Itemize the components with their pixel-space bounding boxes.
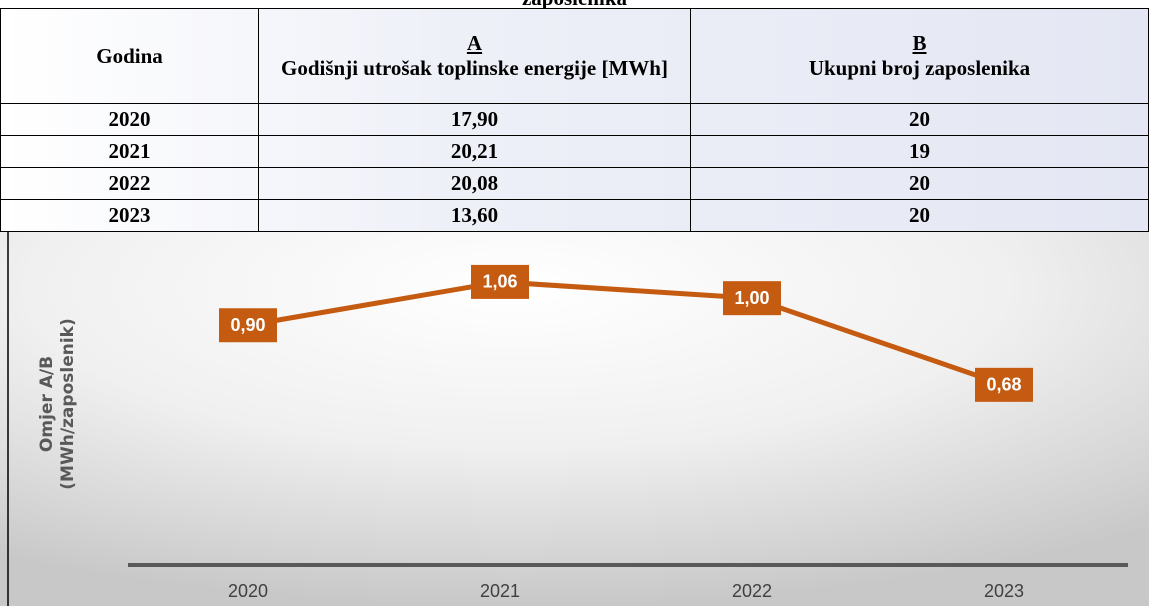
header-letter: B: [912, 31, 927, 55]
data-label-box: [723, 281, 781, 316]
caption: zaposlenika: [0, 0, 1149, 11]
data-label-box: [975, 367, 1033, 402]
table-cell: 19: [690, 135, 1149, 168]
header-letter: A: [466, 31, 483, 55]
y-axis-label-line: Omjer A/B: [37, 356, 57, 452]
table-row: 2023 13,60 20: [0, 199, 1149, 232]
header-cell: B Ukupni broj zaposlenika: [690, 8, 1149, 104]
data-table: Godina A Godišnji utrošak toplinske energ…: [0, 8, 1149, 232]
table-cell: 2023: [0, 199, 259, 232]
header-cell: Godina: [0, 8, 259, 104]
header-text: Godišnji utrošak toplinske energije [MWh…: [281, 56, 668, 80]
x-tick-label: 2020: [228, 581, 268, 601]
header-text: Ukupni broj zaposlenika: [808, 56, 1031, 80]
table-cell: 13,60: [258, 199, 691, 232]
data-label: 1,06: [482, 272, 517, 292]
table-cell: 20: [690, 167, 1149, 200]
data-label: 0,90: [230, 315, 265, 335]
header-row: Godina A Godišnji utrošak toplinske energ…: [0, 8, 1149, 104]
data-label: 0,68: [986, 375, 1021, 395]
chart-background: [0, 232, 1149, 606]
table-row: 2021 20,21 19: [0, 135, 1149, 168]
table-cell: 20: [690, 199, 1149, 232]
table-cell: 2020: [0, 103, 259, 136]
table-cell: 2022: [0, 167, 259, 200]
table-cell: 20: [690, 103, 1149, 136]
y-axis-label: Omjer A/B(MWh/zaposlenik): [37, 318, 78, 489]
x-tick-label: 2021: [480, 581, 520, 601]
header-cell: A Godišnji utrošak toplinske energije [MW…: [258, 8, 691, 104]
table-cell: 20,08: [258, 167, 691, 200]
chart: Omjer A/B(MWh/zaposlenik) 2020 2021 2022 20…: [0, 232, 1149, 606]
x-tick-label: 2023: [984, 581, 1024, 601]
y-axis-label-line: (MWh/zaposlenik): [58, 318, 78, 489]
data-label-box: [471, 264, 529, 299]
table-cell: 20,21: [258, 135, 691, 168]
x-tick-label: 2022: [732, 581, 772, 601]
table-row: 2020 17,90 20: [0, 103, 1149, 136]
data-label-box: [219, 308, 277, 343]
line: [247, 279, 1005, 388]
table-cell: 2021: [0, 135, 259, 168]
table-cell: 17,90: [258, 103, 691, 136]
data-label: 1,00: [734, 288, 769, 308]
table-row: 2022 20,08 20: [0, 167, 1149, 200]
